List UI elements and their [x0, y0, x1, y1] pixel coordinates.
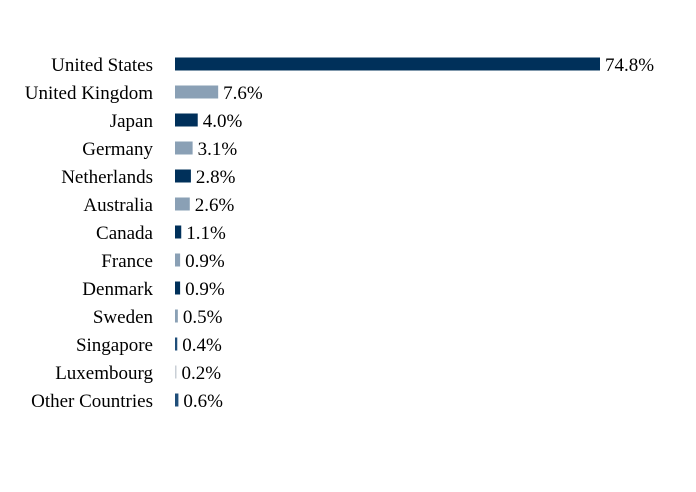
bar [175, 225, 182, 239]
bar [175, 85, 219, 99]
category-label: Other Countries [31, 391, 153, 412]
bar [175, 113, 198, 127]
bar [175, 169, 191, 183]
bars [175, 57, 600, 407]
category-label: Luxembourg [55, 363, 153, 384]
category-label: Canada [96, 223, 154, 244]
value-label: 0.5% [183, 307, 223, 328]
value-label: 74.8% [605, 55, 654, 76]
bar [175, 365, 177, 379]
value-label: 0.6% [183, 391, 223, 412]
value-label: 3.1% [198, 139, 238, 160]
category-label: Japan [110, 111, 154, 132]
category-label: France [101, 251, 153, 272]
value-label: 0.2% [182, 363, 222, 384]
bar [175, 337, 178, 351]
value-labels: 74.8% 7.6% 4.0% 3.1% 2.8% 2.6% 1.1% 0.9% 0.9% 0.5… [182, 55, 655, 412]
value-label: 7.6% [223, 83, 263, 104]
category-label: United Kingdom [25, 83, 153, 104]
category-label: Netherlands [61, 167, 153, 188]
value-label: 1.1% [186, 223, 226, 244]
category-label: Germany [82, 139, 153, 160]
category-label: Singapore [76, 335, 153, 356]
bar [175, 253, 181, 267]
category-label: Sweden [93, 307, 154, 328]
bar [175, 197, 190, 211]
value-label: 0.4% [182, 335, 222, 356]
value-label: 0.9% [185, 251, 225, 272]
bar [175, 281, 181, 295]
bar [175, 141, 193, 155]
category-label: United States [51, 55, 153, 76]
value-label: 0.9% [185, 279, 225, 300]
bar [175, 309, 178, 323]
category-label: Denmark [82, 279, 153, 300]
value-label: 2.8% [196, 167, 236, 188]
value-label: 2.6% [195, 195, 235, 216]
category-labels: United States United Kingdom Japan Germany N… [25, 55, 154, 412]
bar [175, 57, 600, 71]
category-label: Australia [83, 195, 153, 216]
value-label: 4.0% [203, 111, 243, 132]
bar [175, 393, 179, 407]
